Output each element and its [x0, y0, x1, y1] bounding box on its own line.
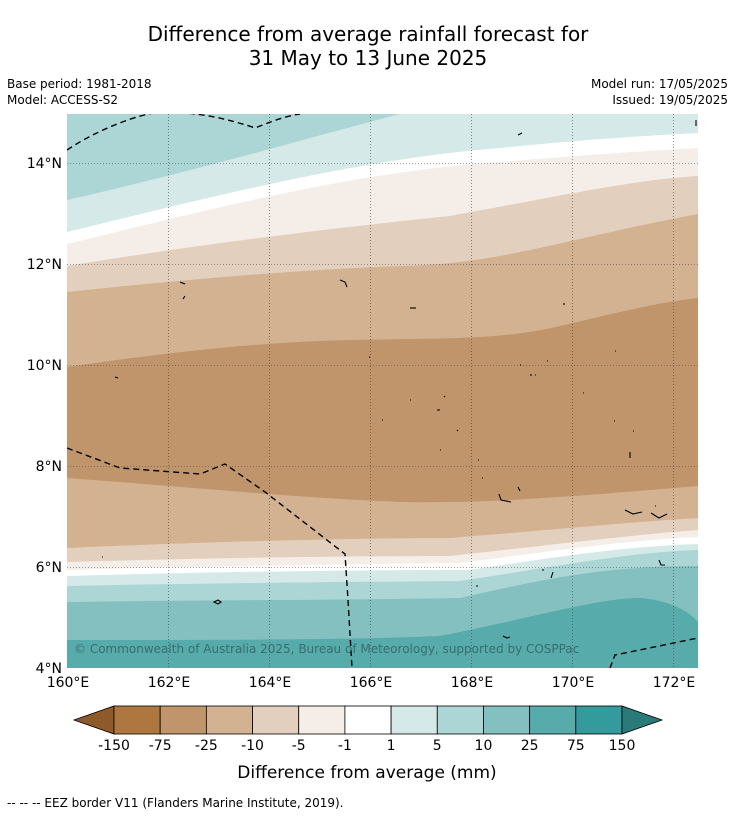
lon-label: 162°E [148, 675, 191, 691]
colorbar-segment [483, 705, 531, 735]
colorbar-segment [298, 705, 346, 735]
colorbar-tick-label: -150 [98, 738, 130, 754]
eez-borders [67, 114, 698, 668]
colorbar-tick-label: 5 [433, 738, 442, 754]
base-period: Base period: 1981-2018 [7, 77, 152, 91]
colorbar-arrow-low [72, 705, 115, 735]
colorbar-ticks: -150 -75 -25 -10 -5 -1 1 5 10 25 75 150 [98, 738, 635, 754]
lon-label: 168°E [451, 675, 494, 691]
latitude-labels: 14°N 12°N 10°N 8°N 6°N 4°N [27, 156, 62, 677]
colorbar-tick-label: 75 [567, 738, 585, 754]
lat-label: 4°N [36, 661, 62, 677]
colorbar-arrow-high [621, 705, 664, 735]
colorbar-tick-label: -10 [241, 738, 264, 754]
islands [102, 120, 697, 639]
colorbar-segment [159, 705, 207, 735]
colorbar-segment [390, 705, 438, 735]
colorbar-tick-label: 150 [609, 738, 636, 754]
forecast-map: © Commonwealth of Australia 2025, Bureau… [27, 114, 698, 691]
title-line-1: Difference from average rainfall forecas… [147, 22, 589, 46]
lat-label: 10°N [27, 358, 62, 374]
map-title: Difference from average rainfall forecas… [0, 22, 736, 70]
lon-label: 164°E [249, 675, 292, 691]
lon-label: 170°E [552, 675, 595, 691]
colorbar-legend: -150 -75 -25 -10 -5 -1 1 5 10 25 75 150 Difference … [72, 705, 664, 783]
eez-footnote: -- -- -- EEZ border V11 (Flanders Marine… [7, 796, 344, 810]
colorbar-segment [252, 705, 300, 735]
contour-band-9 [67, 598, 698, 668]
lat-label: 8°N [36, 459, 62, 475]
info-left: Base period: 1981-2018 Model: ACCESS-S2 [7, 76, 152, 108]
colorbar-segment [113, 705, 161, 735]
lat-label: 14°N [27, 156, 62, 172]
title-line-2: 31 May to 13 June 2025 [248, 46, 488, 70]
info-right: Model run: 17/05/2025 Issued: 19/05/2025 [591, 76, 728, 108]
lon-label: 160°E [47, 675, 90, 691]
model-name: Model: ACCESS-S2 [7, 93, 119, 107]
colorbar-segments [72, 705, 664, 735]
colorbar-title: Difference from average (mm) [237, 763, 496, 783]
lon-label: 166°E [350, 675, 393, 691]
colorbar-tick-label: 25 [521, 738, 539, 754]
colorbar-segment [575, 705, 623, 735]
copyright-notice: © Commonwealth of Australia 2025, Bureau… [74, 642, 579, 656]
colorbar-segment [205, 705, 253, 735]
model-run: Model run: 17/05/2025 [590, 77, 728, 91]
issued-date: Issued: 19/05/2025 [612, 93, 728, 107]
colorbar-tick-label: 10 [475, 738, 493, 754]
colorbar-tick-label: -5 [292, 738, 306, 754]
colorbar-segment [436, 705, 484, 735]
colorbar-tick-label: -75 [149, 738, 172, 754]
lon-label: 172°E [653, 675, 696, 691]
colorbar-tick-label: 1 [387, 738, 396, 754]
lat-label: 12°N [27, 257, 62, 273]
colorbar-tick-label: -1 [338, 738, 352, 754]
colorbar-segment [344, 705, 392, 735]
rainfall-contours [67, 114, 698, 668]
longitude-labels: 160°E 162°E 164°E 166°E 168°E 170°E 172°… [47, 675, 696, 691]
gridlines [67, 114, 698, 668]
lat-label: 6°N [36, 560, 62, 576]
colorbar-segment [529, 705, 577, 735]
colorbar-tick-label: -25 [195, 738, 218, 754]
